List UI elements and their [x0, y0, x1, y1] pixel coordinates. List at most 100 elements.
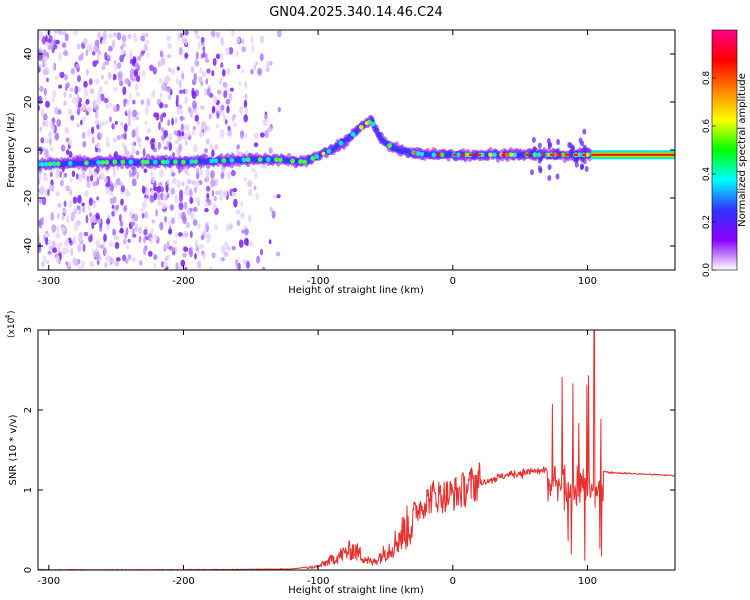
noise-blob — [220, 104, 225, 111]
noise-blob — [70, 211, 76, 220]
noise-blob — [75, 63, 80, 69]
noise-blob — [75, 259, 79, 267]
noise-blob — [262, 118, 268, 126]
noise-blob — [62, 31, 67, 36]
snr-scale-note-text: (x10 — [7, 317, 17, 338]
noise-blob — [212, 95, 218, 104]
noise-blob — [46, 77, 49, 83]
noise-blob — [230, 169, 236, 177]
noise-blob — [38, 52, 43, 61]
noise-blob — [122, 86, 127, 96]
noise-blob — [105, 103, 110, 109]
noise-blob — [121, 142, 126, 149]
noise-blob — [111, 204, 115, 209]
noise-blob — [41, 260, 45, 268]
y-tick-label: 2 — [23, 407, 34, 413]
noise-blob — [223, 189, 228, 198]
noise-blob — [73, 222, 78, 231]
noise-blob — [253, 142, 259, 148]
ridge-bright-spot — [189, 159, 194, 165]
noise-blob — [197, 41, 201, 49]
noise-blob — [255, 61, 259, 66]
noise-blob — [70, 67, 76, 75]
noise-blob — [136, 111, 140, 116]
ridge-bright-spot — [181, 159, 186, 165]
noise-blob — [48, 131, 52, 140]
noise-blob — [223, 251, 229, 257]
noise-blob — [176, 66, 180, 71]
noise-blob — [112, 168, 117, 178]
noise-blob — [253, 185, 257, 191]
ridge-red-dash — [477, 153, 481, 156]
noise-blob — [194, 239, 198, 249]
noise-blob — [75, 197, 79, 203]
noise-blob — [99, 172, 105, 180]
noise-blob — [205, 168, 210, 177]
noise-blob — [145, 188, 150, 196]
noise-blob — [188, 106, 192, 114]
noise-blob — [69, 87, 74, 93]
noise-blob — [226, 105, 230, 114]
noise-blob — [57, 202, 62, 208]
noise-blob — [144, 120, 148, 126]
noise-blob — [265, 66, 270, 73]
noise-blob — [215, 31, 221, 39]
noise-blob — [175, 262, 179, 270]
noise-blob — [63, 50, 69, 57]
x-tick-label: 100 — [578, 576, 597, 587]
noise-blob — [212, 202, 217, 211]
noise-blob — [127, 238, 131, 243]
ridge-spike — [582, 128, 587, 135]
snr-plot-area — [38, 330, 675, 570]
noise-blob — [254, 171, 258, 180]
noise-blob — [132, 233, 137, 238]
noise-blob — [211, 105, 215, 114]
noise-blob — [65, 185, 70, 192]
noise-blob — [194, 114, 199, 122]
noise-blob — [220, 257, 224, 263]
noise-blob — [106, 223, 110, 230]
noise-blob — [240, 200, 243, 208]
noise-blob — [68, 189, 73, 196]
noise-blob — [144, 32, 149, 38]
noise-blob — [229, 87, 234, 92]
y-tick-label: -40 — [23, 238, 34, 254]
noise-blob — [68, 139, 73, 146]
noise-blob — [92, 180, 98, 187]
noise-blob — [189, 197, 194, 204]
ridge-bright-spot — [152, 159, 158, 165]
noise-blob — [200, 125, 204, 131]
noise-blob — [174, 194, 179, 203]
noise-blob — [108, 102, 113, 108]
ridge-hot-spot — [364, 121, 369, 126]
noise-blob — [77, 102, 82, 108]
ridge-red-dash — [582, 153, 587, 156]
noise-blob — [222, 81, 228, 88]
ridge-bright-spot — [298, 159, 303, 165]
noise-blob — [78, 265, 83, 270]
noise-blob — [215, 190, 220, 196]
noise-blob — [152, 89, 156, 99]
noise-blob — [112, 32, 118, 37]
noise-blob — [175, 77, 179, 85]
noise-blob — [42, 68, 48, 76]
noise-blob — [200, 234, 205, 241]
noise-blob — [141, 212, 145, 219]
noise-blob — [167, 94, 172, 100]
noise-blob — [114, 260, 120, 267]
noise-blob — [174, 139, 179, 144]
noise-blob — [170, 246, 175, 252]
ridge-spike — [547, 164, 552, 171]
noise-blob — [123, 132, 127, 140]
noise-blob — [135, 223, 138, 233]
noise-blob — [48, 184, 53, 192]
noise-blob — [128, 91, 132, 101]
noise-blob — [140, 99, 145, 105]
noise-blob — [69, 93, 72, 98]
noise-blob — [91, 136, 95, 144]
noise-blob — [84, 91, 89, 97]
noise-blob — [277, 30, 282, 38]
noise-blob — [115, 257, 121, 262]
noise-blob — [215, 53, 221, 60]
noise-blob — [75, 173, 79, 180]
